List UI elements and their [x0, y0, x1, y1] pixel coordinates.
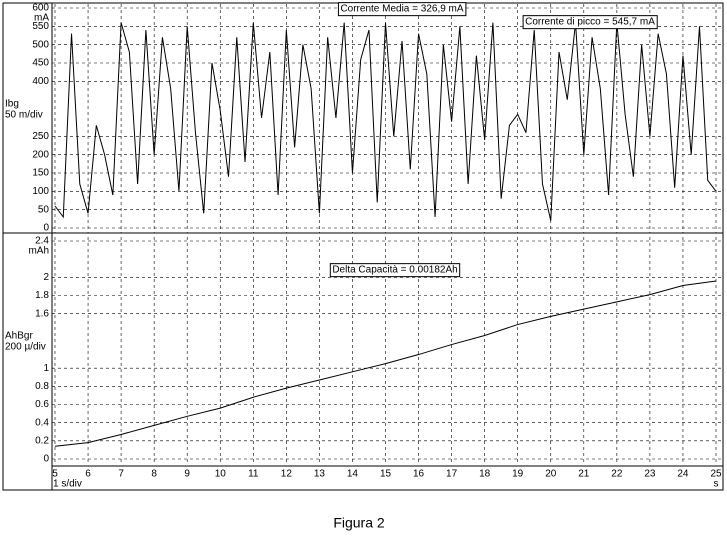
- x-tick-label: 7: [118, 469, 124, 480]
- annotation-box: [522, 15, 658, 30]
- annotation-box: [329, 263, 461, 278]
- y-unit: mAh: [28, 246, 49, 257]
- y-tick-label: 0.6: [35, 399, 49, 410]
- y-tick-label: 0.2: [35, 435, 49, 446]
- annotation: Delta Capacità = 0.00182Ah: [332, 265, 457, 276]
- data-line: [54, 280, 717, 447]
- x-tick-label: 12: [281, 469, 293, 480]
- x-tick-label: 6: [85, 469, 91, 480]
- y-tick-label: 2: [43, 272, 49, 283]
- x-label: 1 s/div: [53, 479, 82, 490]
- x-tick-label: 16: [413, 469, 425, 480]
- x-tick-label: 19: [512, 469, 524, 480]
- caption: Figura 2: [333, 515, 385, 531]
- y-label: Ibg: [5, 99, 19, 110]
- x-tick-label: 20: [545, 469, 557, 480]
- y-tick-label: 150: [32, 168, 49, 179]
- y-scale-label: 200 µ/div: [5, 342, 46, 353]
- annotation: Corrente di picco = 545,7 mA: [525, 17, 655, 28]
- y-tick-label: 0.8: [35, 381, 49, 392]
- x-tick-label: 22: [611, 469, 623, 480]
- y-tick-label: 2.4: [35, 236, 49, 247]
- y-tick-label: 1: [43, 363, 49, 374]
- x-tick-label: 25: [710, 469, 722, 480]
- x-tick-label: 10: [215, 469, 227, 480]
- annotation-box: [337, 2, 467, 17]
- y-tick-label: 0: [43, 223, 49, 234]
- y-tick-label: 250: [32, 131, 49, 142]
- y-tick-label: 600: [32, 3, 49, 14]
- x-tick-label: 21: [578, 469, 590, 480]
- x-tick-label: 14: [347, 469, 359, 480]
- x-tick-label: 24: [677, 469, 689, 480]
- y-label: AhBgr: [5, 331, 33, 342]
- x-tick-label: 5: [52, 469, 58, 480]
- x-tick-label: 8: [151, 469, 157, 480]
- x-tick-label: 11: [248, 469, 259, 480]
- y-unit: mA: [34, 13, 49, 24]
- x-tick-label: 15: [380, 469, 392, 480]
- x-unit: s: [714, 479, 719, 490]
- x-tick-label: 17: [446, 469, 458, 480]
- y-tick-label: 0.4: [35, 417, 49, 428]
- outer-frame: [2, 2, 724, 491]
- y-tick-label: 1.8: [35, 290, 49, 301]
- y-scale-label: 50 m/div: [5, 110, 43, 121]
- annotation: Corrente Media = 326,9 mA: [340, 4, 463, 15]
- y-tick-label: 550: [32, 21, 49, 32]
- x-tick-label: 9: [184, 469, 190, 480]
- y-tick-label: 450: [32, 58, 49, 69]
- x-tick-label: 23: [644, 469, 656, 480]
- y-tick-label: 400: [32, 76, 49, 87]
- y-tick-label: 50: [38, 204, 50, 215]
- y-tick-label: 100: [32, 186, 49, 197]
- y-tick-label: 500: [32, 39, 49, 50]
- x-tick-label: 13: [314, 469, 326, 480]
- y-tick-label: 1.6: [35, 308, 49, 319]
- data-line: [54, 22, 717, 221]
- x-tick-label: 18: [479, 469, 491, 480]
- y-tick-label: 0: [43, 454, 49, 465]
- y-tick-label: 200: [32, 149, 49, 160]
